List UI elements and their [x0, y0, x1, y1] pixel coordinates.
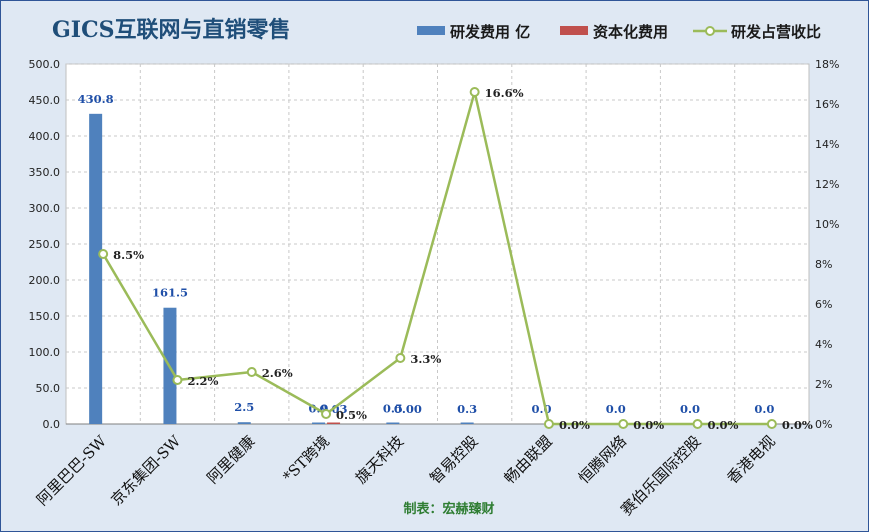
point-rd-ratio	[543, 419, 554, 429]
legend-label-rd-expense: 研发费用 亿	[450, 23, 530, 41]
data-label-rd-ratio: 2.6%	[262, 366, 293, 380]
legend-label-capitalized: 资本化费用	[593, 23, 668, 41]
data-label-rd-ratio: 8.5%	[113, 248, 144, 262]
legend-marker-rd-ratio	[705, 26, 715, 36]
point-rd-ratio	[692, 419, 703, 429]
point-rd-ratio	[321, 409, 332, 419]
category-label: 旗天科技	[352, 432, 407, 487]
category-label: 香港电视	[724, 432, 779, 487]
data-label-rd-expense: 0.5	[383, 402, 403, 416]
category-label: 智易控股	[426, 432, 481, 487]
data-label-rd-expense: 0.3	[457, 402, 477, 416]
data-label-rd-expense: 0.0	[531, 402, 551, 416]
line-rd-ratio	[102, 90, 772, 426]
y-left-tick-label: 400.0	[29, 130, 61, 143]
y-right-tick-label: 18%	[815, 58, 839, 71]
category-label: 恒腾网络	[575, 432, 630, 487]
point-rd-ratio	[395, 353, 406, 363]
y-left-tick-label: 200.0	[29, 274, 61, 287]
y-left-tick-label: 500.0	[29, 58, 61, 71]
data-label-rd-expense: 430.8	[78, 92, 114, 106]
point-rd-ratio	[469, 87, 480, 97]
bar-rd-expense	[237, 422, 251, 424]
y-left-tick-label: 100.0	[29, 346, 61, 359]
point-rd-ratio	[766, 419, 777, 429]
y-right-tick-label: 0%	[815, 418, 832, 431]
data-label-rd-expense: 2.5	[234, 400, 254, 414]
y-right-tick-label: 10%	[815, 218, 839, 231]
category-label: 畅由联盟	[501, 432, 556, 487]
legend-swatch-capitalized	[560, 26, 588, 35]
y-left-tick-label: 450.0	[29, 94, 61, 107]
y-left-tick-label: 250.0	[29, 238, 61, 251]
data-label-rd-ratio: 0.0%	[782, 418, 813, 432]
category-label: 阿里巴巴-SW	[33, 432, 110, 509]
category-label: 阿里健康	[203, 432, 258, 487]
data-label-rd-expense: 161.5	[152, 286, 188, 300]
bar-rd-expense	[312, 422, 326, 424]
data-label-rd-ratio: 0.0%	[559, 418, 590, 432]
y-left-tick-label: 300.0	[29, 202, 61, 215]
chart-title: GICS互联网与直销零售	[52, 17, 290, 43]
y-left-tick-label: 50.0	[36, 382, 61, 395]
data-label-rd-ratio: 0.0%	[633, 418, 664, 432]
y-right-tick-label: 12%	[815, 178, 839, 191]
data-label-rd-ratio: 2.2%	[187, 374, 218, 388]
data-label-rd-ratio: 0.5%	[336, 408, 367, 422]
y-left-tick-label: 350.0	[29, 166, 61, 179]
y-right-tick-label: 4%	[815, 338, 832, 351]
data-label-rd-expense: 0.0	[680, 402, 700, 416]
category-label: 赛伯乐国际控股	[617, 432, 704, 519]
point-rd-ratio	[246, 367, 257, 377]
bar-rd-expense	[460, 422, 474, 424]
bar-rd-expense	[386, 422, 400, 424]
y-right-tick-label: 2%	[815, 378, 832, 391]
data-label-rd-expense: 0.0	[754, 402, 774, 416]
data-label-rd-ratio: 3.3%	[410, 352, 441, 366]
data-label-capitalized: 0.00	[394, 402, 422, 416]
point-rd-ratio	[172, 375, 183, 385]
y-right-tick-label: 8%	[815, 258, 832, 271]
data-label-rd-ratio: 0.0%	[708, 418, 739, 432]
y-left-tick-label: 0.0	[43, 418, 61, 431]
data-label-rd-ratio: 16.6%	[485, 86, 524, 100]
y-right-tick-label: 16%	[815, 98, 839, 111]
y-left-tick-label: 150.0	[29, 310, 61, 323]
legend-swatch-rd-expense	[417, 26, 445, 35]
y-right-tick-label: 6%	[815, 298, 832, 311]
point-rd-ratio	[98, 249, 109, 259]
bar-rd-expense	[89, 113, 103, 424]
point-rd-ratio	[618, 419, 629, 429]
data-label-rd-expense: 0.0	[606, 402, 626, 416]
category-label: *ST跨境	[279, 432, 333, 486]
chart-credit: 制表：宏赫臻财	[403, 501, 494, 517]
category-label: 京东集团-SW	[107, 432, 184, 509]
bar-capitalized	[327, 422, 341, 424]
y-right-tick-label: 14%	[815, 138, 839, 151]
legend-label-rd-ratio: 研发占营收比	[731, 23, 821, 41]
